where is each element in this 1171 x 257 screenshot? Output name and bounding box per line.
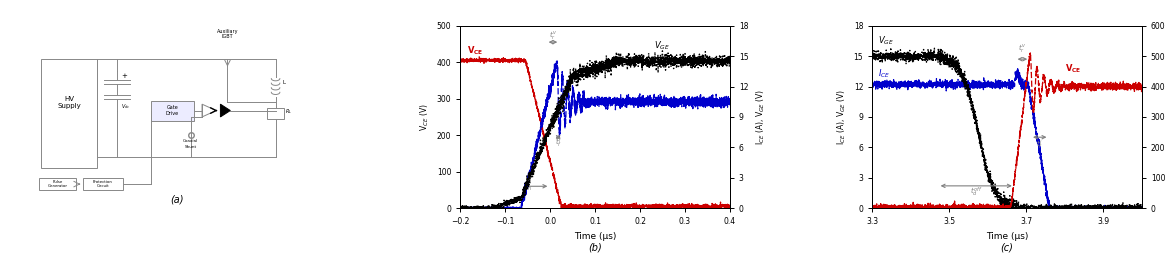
Text: Pulse
Generator: Pulse Generator (48, 180, 68, 188)
Text: $R_L$: $R_L$ (286, 107, 293, 116)
Text: $V_{GE}$: $V_{GE}$ (653, 39, 670, 51)
Text: (b): (b) (588, 242, 602, 252)
Text: $t_d^{off}$: $t_d^{off}$ (970, 186, 982, 199)
Text: (c): (c) (1000, 242, 1013, 252)
Y-axis label: I$_{CE}$ (A), V$_{GE}$ (V): I$_{CE}$ (A), V$_{GE}$ (V) (754, 89, 767, 145)
Y-axis label: V$_{CE}$ (V): V$_{CE}$ (V) (419, 103, 431, 131)
Text: L: L (282, 80, 286, 85)
Text: Protection
Circuit: Protection Circuit (93, 180, 112, 188)
X-axis label: Time (μs): Time (μs) (986, 232, 1028, 241)
Bar (83, 178, 123, 190)
Text: Auxiliary: Auxiliary (217, 29, 238, 34)
Text: $t_d^{on}$: $t_d^{on}$ (521, 185, 533, 197)
Text: HV
Supply: HV Supply (57, 96, 81, 109)
Text: Gate
Drive: Gate Drive (166, 105, 179, 116)
Bar (41, 59, 97, 168)
Text: $t_f^i$: $t_f^i$ (1036, 139, 1043, 152)
Bar (151, 100, 193, 121)
Text: +: + (122, 73, 128, 79)
Bar (40, 178, 76, 190)
Text: $t_r^v$: $t_r^v$ (549, 29, 557, 41)
Text: $t_r^v$: $t_r^v$ (1019, 42, 1027, 54)
Text: $t_f^i$: $t_f^i$ (555, 136, 562, 150)
Text: Shunt: Shunt (185, 145, 197, 149)
Text: $I_{CE}$: $I_{CE}$ (878, 67, 890, 80)
Text: $\mathbf{V_{CE}}$: $\mathbf{V_{CE}}$ (1064, 62, 1081, 75)
X-axis label: Time (μs): Time (μs) (574, 232, 616, 241)
Y-axis label: I$_{CE}$ (A), V$_{GE}$ (V): I$_{CE}$ (A), V$_{GE}$ (V) (836, 89, 848, 145)
Text: IGBT: IGBT (221, 34, 233, 40)
Text: $I_{CE}$: $I_{CE}$ (649, 96, 662, 108)
Text: $\mathbf{V_{CE}}$: $\mathbf{V_{CE}}$ (467, 44, 484, 57)
Polygon shape (220, 104, 231, 117)
Text: $V_{GE}$: $V_{GE}$ (878, 35, 893, 48)
Text: (a): (a) (170, 195, 184, 205)
Bar (267, 108, 285, 119)
Text: $V_{dc}$: $V_{dc}$ (122, 103, 131, 111)
Text: Coaxial: Coaxial (183, 140, 198, 143)
